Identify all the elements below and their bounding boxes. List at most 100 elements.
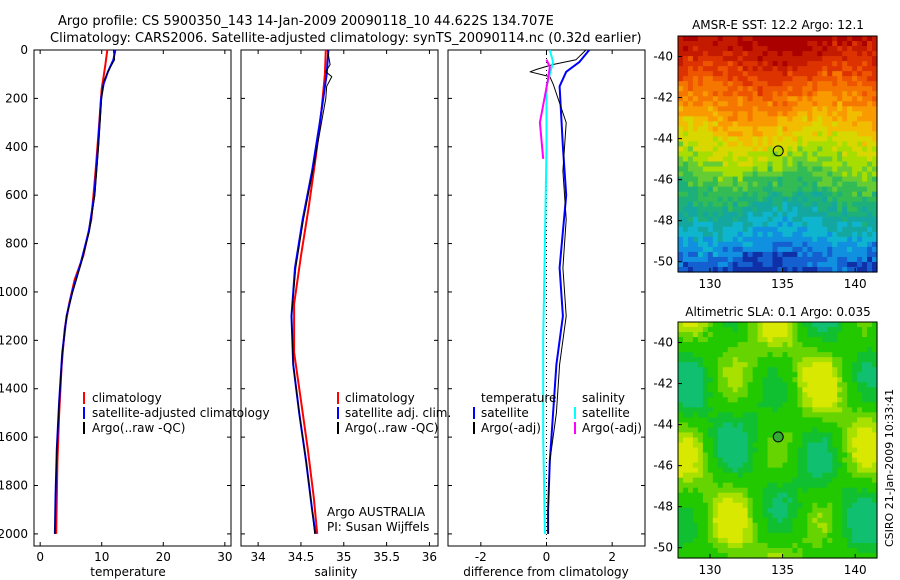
heatmap-cell [782, 156, 789, 163]
heatmap-cell [747, 146, 754, 153]
heatmap-cell [802, 51, 808, 57]
heatmap-cell [782, 131, 789, 138]
heatmap-cell [757, 241, 764, 248]
heatmap-cell [692, 512, 699, 519]
heatmap-cell [822, 66, 828, 72]
heatmap-cell [862, 96, 868, 102]
heatmap-cell [832, 447, 838, 454]
heatmap-cell [782, 462, 789, 469]
heatmap-cell [762, 342, 769, 348]
heatmap-cell [857, 146, 863, 153]
heatmap-cell [707, 532, 714, 539]
heatmap-cell [722, 41, 729, 47]
heatmap-cell [832, 542, 838, 549]
heatmap-cell [757, 206, 764, 213]
heatmap-cell [852, 382, 858, 388]
heatmap-cell [832, 261, 838, 268]
heatmap-cell [737, 512, 744, 519]
heatmap-cell [682, 161, 689, 168]
heatmap-cell [712, 231, 719, 238]
heatmap-cell [747, 186, 754, 193]
heatmap-cell [707, 91, 714, 97]
heatmap-cell [812, 402, 818, 408]
heatmap-cell [717, 522, 724, 529]
heatmap-cell [797, 226, 803, 233]
heatmap-cell [722, 116, 729, 122]
heatmap-cell [717, 196, 724, 203]
heatmap-cell [767, 231, 774, 238]
heatmap-cell [717, 527, 724, 534]
heatmap-cell [847, 186, 853, 193]
heatmap-cell [687, 201, 694, 208]
heatmap-cell [772, 402, 779, 408]
heatmap-cell [732, 116, 739, 122]
heatmap-cell [692, 377, 699, 383]
heatmap-cell [687, 176, 694, 183]
heatmap-cell [867, 477, 873, 484]
heatmap-cell [742, 372, 749, 378]
heatmap-cell [692, 216, 699, 223]
heatmap-cell [767, 211, 774, 218]
heatmap-cell [842, 392, 848, 398]
heatmap-cell [712, 492, 719, 499]
heatmap-cell [852, 41, 858, 47]
heatmap-cell [752, 51, 759, 57]
heatmap-cell [817, 141, 823, 148]
heatmap-cell [857, 447, 863, 454]
heatmap-cell [802, 181, 808, 188]
heatmap-cell [737, 422, 744, 429]
heatmap-cell [872, 151, 878, 158]
heatmap-cell [762, 372, 769, 378]
heatmap-cell [737, 106, 744, 112]
heatmap-cell [822, 201, 828, 208]
heatmap-cell [697, 186, 704, 193]
heatmap-cell [782, 332, 789, 338]
heatmap-cell [807, 66, 813, 72]
heatmap-cell [847, 532, 853, 539]
heatmap-cell [792, 46, 798, 52]
heatmap-cell [812, 131, 818, 138]
heatmap-cell [682, 332, 689, 338]
heatmap-cell [802, 497, 808, 504]
heatmap-cell [712, 322, 719, 328]
heatmap-cell [822, 146, 828, 153]
heatmap-cell [782, 547, 789, 554]
heatmap-cell [837, 512, 843, 519]
heatmap-cell [742, 51, 749, 57]
heatmap-cell [867, 332, 873, 338]
heatmap-cell [852, 151, 858, 158]
heatmap-cell [782, 81, 789, 87]
heatmap-cell [867, 452, 873, 459]
heatmap-cell [687, 216, 694, 223]
heatmap-cell [697, 166, 704, 173]
heatmap-cell [852, 357, 858, 363]
heatmap-cell [717, 111, 724, 117]
heatmap-cell [737, 487, 744, 494]
heatmap-cell [767, 101, 774, 107]
heatmap-cell [678, 542, 684, 549]
legend-title-temperature: temperature [481, 391, 556, 405]
heatmap-cell [712, 457, 719, 464]
heatmap-cell [767, 357, 774, 363]
heatmap-cell [678, 201, 684, 208]
heatmap-cell [707, 216, 714, 223]
heatmap-cell [807, 387, 813, 393]
heatmap-cell [752, 71, 759, 77]
heatmap-cell [802, 417, 808, 424]
heatmap-cell [837, 51, 843, 57]
heatmap-cell [842, 81, 848, 87]
heatmap-cell [802, 462, 808, 469]
heatmap-cell [777, 522, 784, 529]
heatmap-cell [812, 357, 818, 363]
heatmap-cell [712, 181, 719, 188]
heatmap-cell [712, 517, 719, 524]
heatmap-cell [777, 246, 784, 253]
heatmap-cell [872, 432, 878, 439]
heatmap-cell [747, 447, 754, 454]
heatmap-cell [872, 537, 878, 544]
heatmap-cell [707, 322, 714, 328]
heatmap-cell [797, 402, 803, 408]
heatmap-cell [842, 191, 848, 198]
heatmap-cell [772, 427, 779, 434]
heatmap-cell [732, 487, 739, 494]
